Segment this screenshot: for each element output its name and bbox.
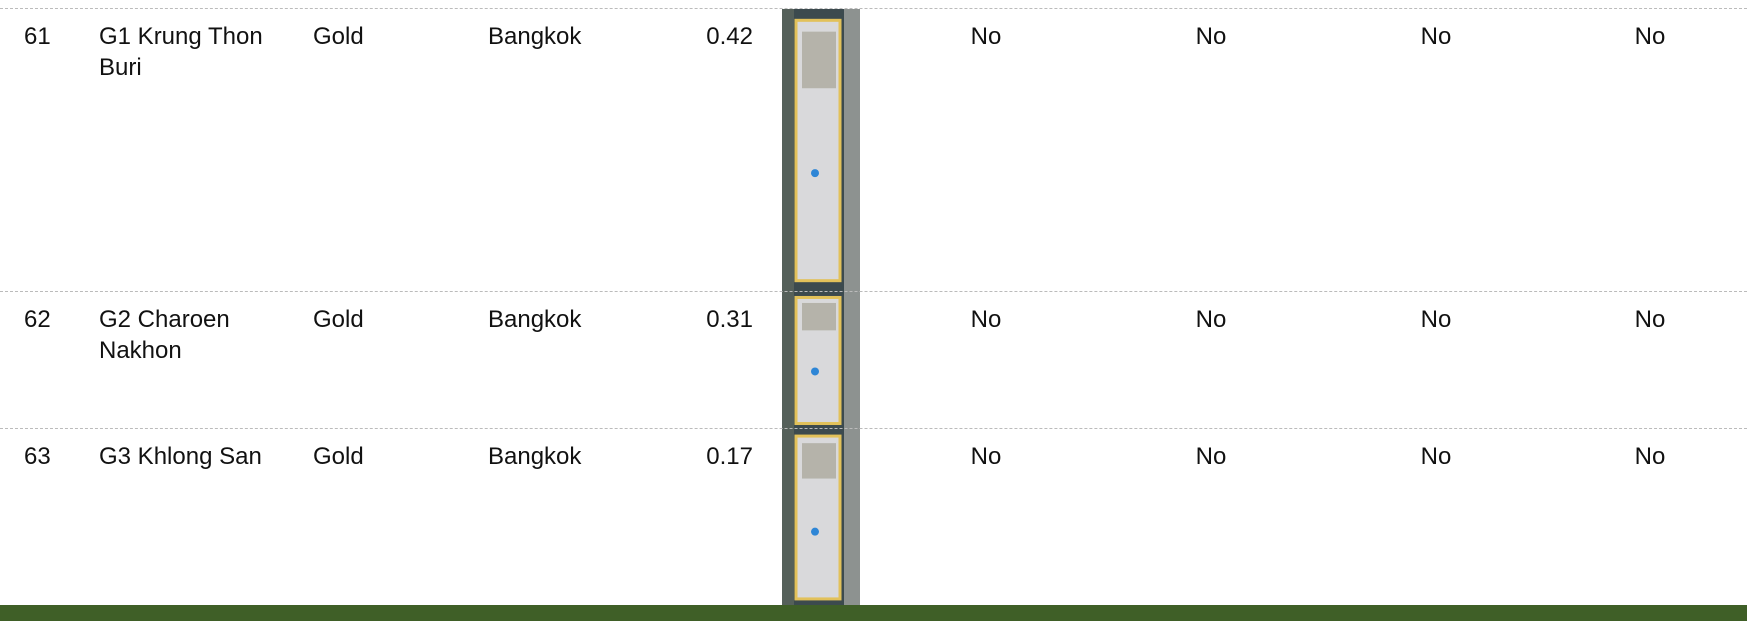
footer-bar [0,605,1747,621]
distance: 0.42 [706,23,753,50]
line-name: Gold [313,23,364,50]
line-name: Gold [313,443,364,470]
station-thumbnail [782,9,860,292]
line-name: Gold [313,306,364,333]
station-thumbnail [782,429,860,606]
flag: No [1195,306,1227,333]
flag: No [1195,23,1227,50]
station-thumbnail [782,292,860,429]
station-name: G1 Krung Thon Buri [99,23,263,81]
flag: No [1420,23,1452,50]
flag: No [1420,443,1452,470]
station-name: G3 Khlong San [99,443,262,470]
city: Bangkok [488,306,582,333]
station-name: G2 Charoen Nakhon [99,306,230,364]
city: Bangkok [488,23,582,50]
row-number: 61 [24,23,51,50]
distance: 0.17 [706,443,753,470]
row-number: 63 [24,443,51,470]
flag: No [970,306,1002,333]
table-row: 63 G3 Khlong San Gold Bangkok 0.17 No No No No [0,428,1747,606]
flag: No [1420,306,1452,333]
flag: No [970,443,1002,470]
city: Bangkok [488,443,582,470]
flag: No [1634,23,1666,50]
table-row: 62 G2 Charoen Nakhon Gold Bangkok 0.31 No No No… [0,291,1747,429]
flag: No [1634,443,1666,470]
table-row: 61 G1 Krung Thon Buri Gold Bangkok 0.42 No No N… [0,8,1747,292]
distance: 0.31 [706,306,753,333]
flag: No [1195,443,1227,470]
flag: No [1634,306,1666,333]
flag: No [970,23,1002,50]
row-number: 62 [24,306,51,333]
